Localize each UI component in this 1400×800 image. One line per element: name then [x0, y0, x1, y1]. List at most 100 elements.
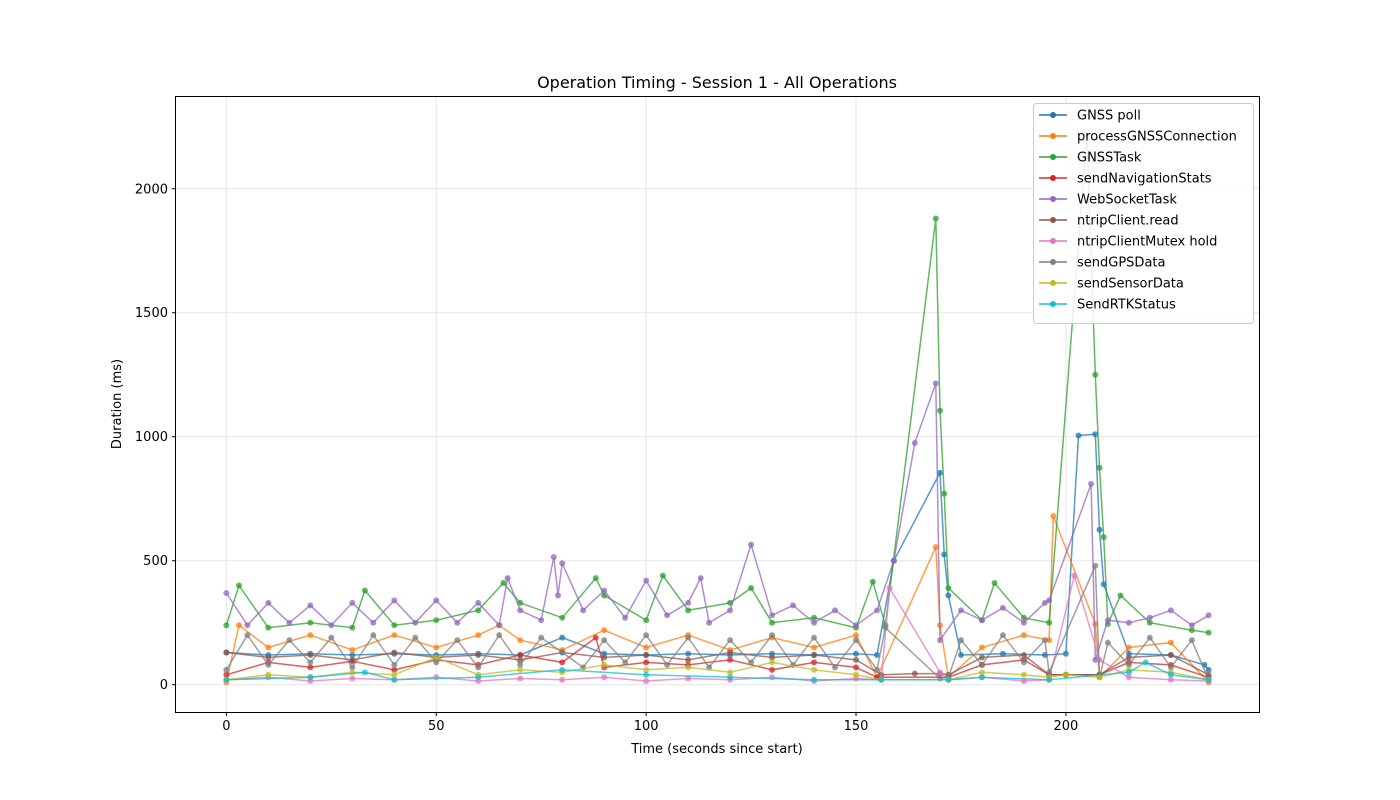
data-point [991, 580, 998, 587]
data-point [244, 622, 251, 629]
data-point [1100, 534, 1107, 541]
series-sendrtkstatus [223, 659, 1212, 683]
data-point [978, 617, 985, 624]
legend-item: GNSSTask [1039, 151, 1142, 166]
data-point [932, 380, 939, 387]
data-point [475, 599, 482, 606]
data-point [475, 674, 482, 681]
data-point [643, 666, 650, 673]
data-point [1205, 629, 1212, 636]
data-point [601, 661, 608, 668]
series-websockettask [223, 380, 1212, 663]
data-point [559, 676, 566, 683]
data-point [349, 651, 356, 658]
data-point [1096, 526, 1103, 533]
data-point [999, 650, 1006, 657]
legend-item: SendRTKStatus [1039, 298, 1176, 313]
data-point [727, 674, 734, 681]
legend-label: SendRTKStatus [1077, 298, 1176, 313]
data-point [685, 650, 692, 657]
data-point [832, 607, 839, 614]
legend-label: sendSensorData [1077, 277, 1184, 292]
data-point [391, 632, 398, 639]
x-tick-label: 50 [428, 719, 445, 734]
axes-frame [175, 96, 1260, 713]
data-point [878, 676, 885, 683]
legend-box [1033, 103, 1254, 324]
data-point [328, 622, 335, 629]
data-point [769, 619, 776, 626]
data-point [412, 634, 419, 641]
data-point [454, 637, 461, 644]
data-point [769, 674, 776, 681]
data-point [890, 557, 897, 564]
y-axis-label: Duration (ms) [110, 359, 125, 449]
data-point [932, 544, 939, 551]
data-point [769, 654, 776, 661]
data-point [307, 651, 314, 658]
legend-item: GNSS poll [1039, 109, 1141, 124]
x-tick-label: 200 [1053, 719, 1078, 734]
data-point [1075, 432, 1082, 439]
legend-marker [1050, 154, 1056, 160]
data-point [882, 624, 889, 631]
data-point [1020, 619, 1027, 626]
data-point [433, 597, 440, 604]
data-point [265, 624, 272, 631]
data-point [659, 572, 666, 579]
legend-item: ntripClient.read [1039, 214, 1179, 229]
legend-item: WebSocketTask [1039, 193, 1177, 208]
data-point [550, 554, 557, 561]
data-point [1125, 661, 1132, 668]
data-point [391, 676, 398, 683]
data-point [601, 637, 608, 644]
data-point [223, 676, 230, 683]
data-point [1205, 676, 1212, 683]
data-point [559, 666, 566, 673]
data-point [999, 632, 1006, 639]
data-point [307, 674, 314, 681]
data-point [936, 675, 943, 682]
data-point [370, 619, 377, 626]
data-point [361, 587, 368, 594]
data-point [727, 656, 734, 663]
data-point [265, 654, 272, 661]
data-point [391, 661, 398, 668]
data-point [307, 632, 314, 639]
data-point [1167, 671, 1174, 678]
data-point [307, 659, 314, 666]
data-point [622, 614, 629, 621]
legend-marker [1050, 238, 1056, 244]
data-point [1167, 664, 1174, 671]
data-point [475, 632, 482, 639]
data-point [1167, 639, 1174, 646]
data-point [601, 654, 608, 661]
data-point [538, 634, 545, 641]
data-point [433, 674, 440, 681]
data-point [223, 666, 230, 673]
data-point [685, 634, 692, 641]
legend-label: GNSSTask [1077, 151, 1142, 166]
data-point [391, 649, 398, 656]
data-point [601, 674, 608, 681]
data-point [727, 649, 734, 656]
legend-marker [1050, 301, 1056, 307]
data-point [1046, 676, 1053, 683]
data-point [1092, 431, 1099, 438]
legend-item: processGNSSConnection [1039, 130, 1237, 145]
data-point [936, 407, 943, 414]
data-point [643, 617, 650, 624]
legend-label: ntripClientMutex hold [1077, 235, 1217, 250]
data-point [391, 597, 398, 604]
data-point [1020, 671, 1027, 678]
data-point [643, 644, 650, 651]
data-point [349, 624, 356, 631]
data-point [941, 490, 948, 497]
y-tick-label: 0 [160, 678, 168, 693]
data-point [1046, 637, 1053, 644]
data-point [1146, 619, 1153, 626]
legend: GNSS poll processGNSSConnection GNSSTask se… [1033, 103, 1254, 324]
data-point [592, 575, 599, 582]
legend-label: WebSocketTask [1077, 193, 1177, 208]
data-point [945, 676, 952, 683]
